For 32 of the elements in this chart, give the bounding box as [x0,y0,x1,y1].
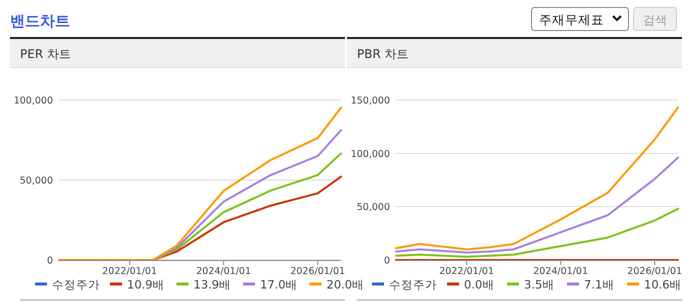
legend-label: 17.0배 [260,278,298,292]
search-button: 검색 [633,7,677,31]
legend-label: 0.0배 [464,278,494,292]
legend-label: 7.1배 [584,278,614,292]
legend-label: 수정주가 [52,278,100,292]
chart-title: PER 차트 [20,47,71,61]
legend-label: 10.6배 [644,278,682,292]
line-series [395,208,679,258]
legend-label: 13.9배 [194,278,232,292]
legend-label: 수정주가 [389,278,437,292]
legend-label: 3.5배 [524,278,554,292]
line-series [395,156,679,254]
line-series [58,106,342,261]
line-series [395,106,679,250]
x-tick-label: 2024/01/01 [196,266,251,277]
x-tick-label: 2026/01/01 [627,266,682,277]
y-tick-label: 100,000 [14,96,53,106]
x-tick-label: 2024/01/01 [533,266,588,277]
x-tick-label: 2022/01/01 [439,266,494,277]
dropdown-select: 주재무제표 [531,7,629,31]
legend-label: 20.0배 [326,278,364,292]
text: 밴드차트 [10,12,70,30]
chart-title: PBR 차트 [357,47,409,61]
x-tick-label: 2022/01/01 [102,266,158,277]
y-tick-label: 50,000 [356,202,390,214]
y-tick-label: 150,000 [350,96,390,106]
y-tick-label: 100,000 [350,148,390,160]
x-tick-label: 2026/01/01 [290,266,346,277]
legend-label: 10.9배 [127,278,165,292]
y-tick-label: 0 [46,256,53,266]
y-tick-label: 0 [384,256,390,266]
y-tick-label: 50,000 [20,176,53,186]
